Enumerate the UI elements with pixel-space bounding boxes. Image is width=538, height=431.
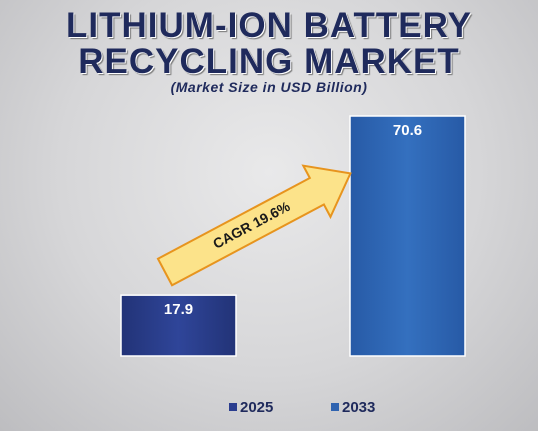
chart-subtitle: (Market Size in USD Billion): [170, 79, 368, 95]
legend-swatch-2025: [229, 403, 237, 411]
data-label-2033: 70.6: [393, 122, 422, 139]
chart-title-line-1: LITHIUM-ION BATTERY: [66, 6, 472, 45]
legend-label-2025: 2025: [240, 398, 274, 416]
chart-title-line-2: RECYCLING MARKET: [78, 42, 460, 81]
legend-item-2033: 2033: [331, 397, 375, 417]
legend-label-2033: 2033: [342, 398, 376, 416]
legend-item-2025: 2025: [229, 397, 273, 417]
bar-2033: [349, 115, 466, 357]
legend-swatch-2033: [331, 403, 339, 411]
cagr-arrow: CAGR 19.6%: [156, 164, 352, 287]
data-label-2025: 17.9: [164, 301, 193, 318]
bar-2025: [120, 294, 237, 357]
cagr-arrow-shape: [156, 164, 352, 287]
